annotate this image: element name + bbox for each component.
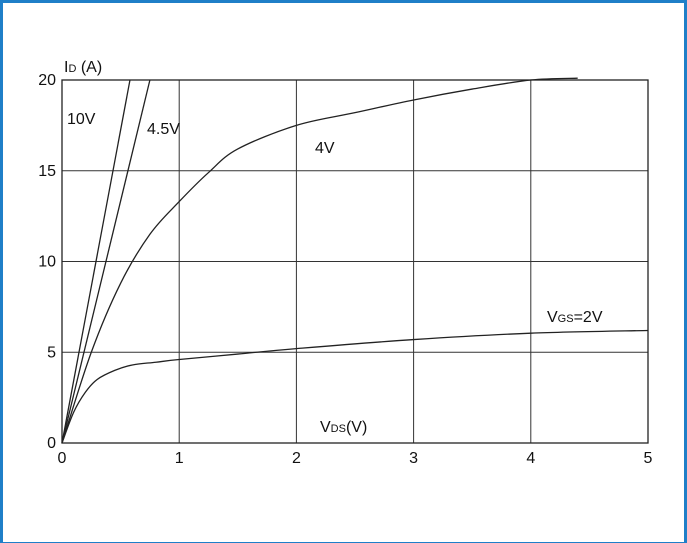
curves [61, 77, 649, 444]
y-tick-label: 0 [47, 435, 56, 452]
y-axis-title-main: I [64, 59, 68, 76]
grid [62, 80, 648, 443]
x-tick-label: 0 [58, 450, 67, 467]
series-label-vgs-2v-sub: GS [558, 313, 574, 325]
series-label-vgs-2v-main: V [547, 309, 558, 326]
x-axis-title-main: V [320, 419, 331, 436]
series-label-vgs-2v: VGS=2V [547, 309, 603, 326]
series-label-10v: 10V [67, 111, 96, 128]
x-axis-title-rest: (V) [346, 419, 367, 436]
series-line-10v [61, 79, 131, 444]
series-label-4v-main: 4V [315, 140, 335, 157]
y-tick-label: 15 [38, 163, 56, 180]
series-line-4-5v [61, 79, 151, 444]
x-tick-label: 3 [409, 450, 418, 467]
x-axis-title-sub: DS [331, 423, 346, 435]
y-axis-title: ID (A) [64, 59, 102, 76]
x-tick-label: 2 [292, 450, 301, 467]
x-axis-title: VDS(V) [320, 419, 367, 436]
series-line-vgs-2v [61, 329, 649, 444]
series-label-4-5v: 4.5V [147, 121, 180, 138]
x-tick-label: 5 [644, 450, 653, 467]
tick-labels: 0 1 2 3 4 5 0 5 10 15 20 [38, 72, 652, 467]
y-tick-label: 20 [38, 72, 56, 89]
y-axis-title-rest: (A) [76, 59, 102, 76]
series-label-4v: 4V [315, 140, 335, 157]
series-label-vgs-2v-rest: =2V [574, 309, 603, 326]
y-tick-label: 10 [38, 254, 56, 271]
series-label-4-5v-main: 4.5V [147, 121, 180, 138]
plot-border [61, 79, 649, 444]
y-tick-label: 5 [47, 344, 56, 361]
series-line-4v [61, 77, 578, 444]
y-axis-title-sub: D [68, 63, 76, 75]
x-tick-label: 1 [175, 450, 184, 467]
series-label-10v-main: 10V [67, 111, 96, 128]
plot-area [61, 79, 649, 444]
x-tick-label: 4 [526, 450, 535, 467]
